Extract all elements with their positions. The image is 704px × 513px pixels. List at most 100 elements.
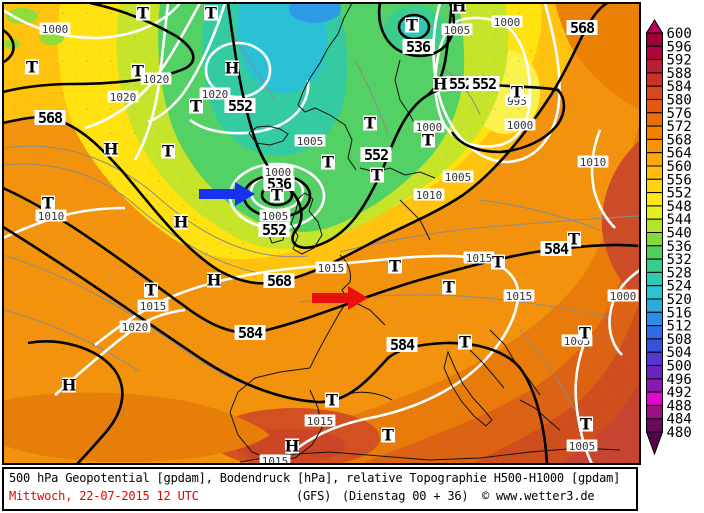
svg-text:T: T: [322, 153, 334, 172]
colorbar-value: 512: [667, 319, 692, 335]
svg-text:1015: 1015: [140, 300, 167, 313]
isobar-label-1000: 1000: [39, 22, 71, 36]
colorbar-cell: [646, 112, 663, 127]
svg-text:T: T: [580, 415, 592, 434]
svg-text:1010: 1010: [580, 156, 607, 169]
colorbar-cell: [646, 45, 663, 61]
colorbar-value: 520: [667, 292, 692, 308]
svg-text:T: T: [568, 230, 580, 249]
geo-label-584: 584: [540, 240, 572, 258]
isobar-label-1015: 1015: [259, 454, 291, 464]
pressure-center-T: T: [189, 97, 203, 116]
colorbar-value: 508: [667, 332, 692, 348]
svg-text:T: T: [271, 186, 283, 205]
colorbar-value: 544: [667, 212, 692, 228]
colorbar-value: 556: [667, 172, 692, 188]
pressure-center-H: H: [284, 437, 299, 456]
colorbar-cell: [646, 351, 663, 367]
pressure-center-H: H: [432, 75, 447, 94]
svg-text:T: T: [579, 324, 591, 343]
isobar-label-1010: 1010: [577, 155, 609, 169]
svg-text:584: 584: [238, 324, 263, 342]
colorbar-cell: [646, 391, 663, 406]
svg-text:552: 552: [449, 75, 473, 93]
svg-text:1015: 1015: [506, 290, 533, 303]
isobar-label-1010: 1010: [35, 209, 67, 223]
colorbar-cell: [646, 404, 663, 420]
colorbar-cell: [646, 325, 663, 340]
colorbar-value: 580: [667, 93, 692, 109]
colorbar-value: 500: [667, 359, 692, 375]
colorbar-value: 536: [667, 239, 692, 255]
isobar-label-1005: 1005: [442, 170, 474, 184]
pressure-center-T: T: [491, 253, 505, 272]
colorbar-cell: [646, 85, 663, 100]
colorbar-value: 572: [667, 119, 692, 135]
colorbar-cell: [646, 138, 663, 154]
geo-label-584: 584: [234, 324, 266, 342]
pressure-center-T: T: [321, 153, 335, 172]
svg-text:1000: 1000: [42, 23, 69, 36]
svg-text:T: T: [137, 4, 149, 23]
svg-text:H: H: [103, 140, 118, 159]
svg-text:1020: 1020: [110, 91, 137, 104]
svg-text:1000: 1000: [494, 16, 521, 29]
colorbar-cell: [646, 378, 663, 393]
pressure-center-T: T: [204, 4, 218, 23]
isobar-label-1000: 1000: [504, 118, 536, 132]
svg-text:H: H: [284, 437, 299, 456]
pressure-center-T: T: [325, 391, 339, 410]
svg-text:1005: 1005: [569, 440, 596, 453]
pressure-center-T: T: [405, 16, 419, 35]
pressure-center-T: T: [458, 333, 472, 352]
pressure-center-H: H: [173, 213, 188, 232]
svg-text:T: T: [389, 257, 401, 276]
svg-text:T: T: [371, 166, 383, 185]
isobar-label-1015: 1015: [463, 251, 495, 265]
isobar-label-1005: 1005: [294, 134, 326, 148]
colorbar-value: 492: [667, 385, 692, 401]
colorbar-cell: [646, 152, 663, 167]
blue-arrow: [199, 182, 255, 206]
pressure-center-T: T: [579, 415, 593, 434]
colorbar-value: 568: [667, 132, 692, 148]
svg-text:T: T: [26, 58, 38, 77]
svg-text:552: 552: [472, 75, 496, 93]
colorbar-cell: [646, 298, 663, 313]
svg-text:H: H: [173, 213, 188, 232]
svg-text:H: H: [224, 59, 239, 78]
colorbar-value: 576: [667, 106, 692, 122]
svg-text:T: T: [145, 281, 157, 300]
forecast-step: (Dienstag 00 + 36): [342, 489, 469, 503]
colorbar-value: 504: [667, 345, 692, 361]
svg-text:1005: 1005: [297, 135, 324, 148]
svg-text:T: T: [492, 253, 504, 272]
svg-text:552: 552: [228, 97, 252, 115]
colorbar-value: 588: [667, 66, 692, 82]
colorbar-cell: [646, 245, 663, 260]
isobar-label-1020: 1020: [140, 72, 172, 86]
isobar-label-1000: 1000: [262, 165, 294, 179]
pressure-center-H: H: [206, 271, 221, 290]
svg-text:T: T: [511, 83, 523, 102]
pressure-center-T: T: [578, 324, 592, 343]
pressure-center-T: T: [41, 194, 55, 213]
svg-text:584: 584: [390, 336, 415, 354]
colorbar-value: 560: [667, 159, 692, 175]
annotation-arrows: [199, 182, 368, 310]
svg-text:T: T: [190, 97, 202, 116]
svg-text:T: T: [406, 16, 418, 35]
colorbar-cell: [646, 178, 663, 194]
colorbar-value: 532: [667, 252, 692, 268]
colorbar-cell: [646, 192, 663, 207]
svg-text:1005: 1005: [262, 210, 289, 223]
geo-label-552: 552: [224, 97, 256, 115]
map-border: [2, 2, 641, 465]
pressure-center-T: T: [510, 83, 524, 102]
pressure-center-H: H: [103, 140, 118, 159]
svg-text:1005: 1005: [444, 24, 471, 37]
pressure-center-T: T: [388, 257, 402, 276]
colorbar-cell: [646, 218, 663, 233]
